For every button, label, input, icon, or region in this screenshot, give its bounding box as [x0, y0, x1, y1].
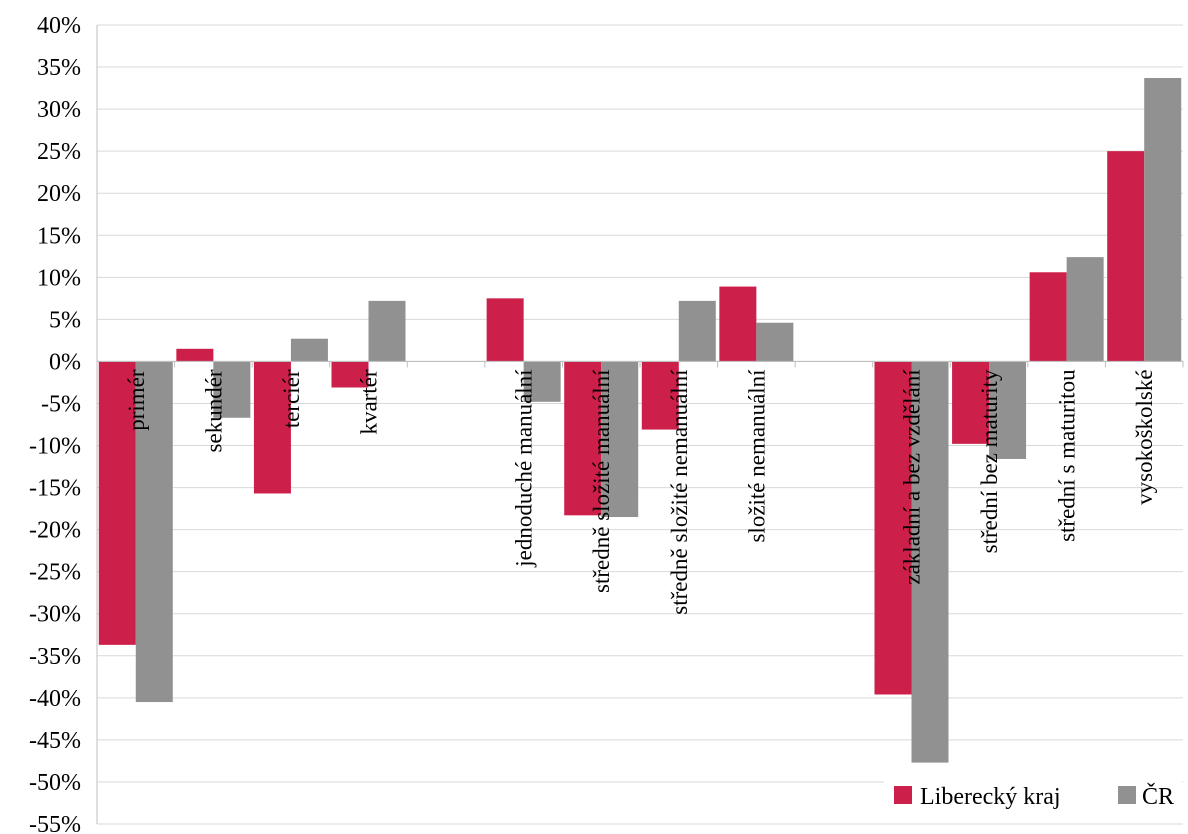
category-label: terciér	[279, 369, 304, 428]
y-tick-label: -50%	[29, 770, 81, 796]
y-tick-label: -15%	[29, 476, 81, 502]
y-tick-label: 25%	[37, 139, 81, 165]
category-label: kvartér	[357, 369, 382, 434]
legend-label: Liberecký kraj	[920, 784, 1061, 810]
y-tick-label: -10%	[29, 434, 81, 460]
legend-label: ČR	[1142, 783, 1174, 810]
category-label: složité nemanuální	[744, 369, 769, 543]
y-tick-label: -30%	[29, 602, 81, 628]
bar-cr	[1066, 257, 1104, 362]
y-tick-label: 30%	[37, 97, 81, 123]
category-label: jednoduché manuální	[512, 369, 537, 568]
y-tick-label: 40%	[37, 13, 81, 39]
y-tick-label: -45%	[29, 728, 81, 754]
bar-cr	[601, 361, 639, 518]
bar-liberecky-kraj	[253, 361, 291, 494]
category-label: střední s maturitou	[1055, 369, 1080, 542]
category-label: středně složité manuální	[589, 369, 614, 593]
bars	[98, 77, 1182, 763]
y-tick-label: 15%	[37, 223, 81, 249]
bar-liberecky-kraj	[952, 361, 990, 444]
bar-cr	[989, 361, 1027, 459]
y-tick-label: 5%	[49, 307, 81, 333]
y-tick-label: 20%	[37, 181, 81, 207]
bar-liberecky-kraj	[874, 361, 912, 695]
category-label: primér	[124, 369, 149, 431]
bar-cr	[290, 338, 328, 362]
category-label: vysokoškolské	[1132, 369, 1157, 504]
y-tick-label: -35%	[29, 644, 81, 670]
bar-cr	[523, 361, 561, 402]
legend-swatch	[894, 786, 912, 804]
bar-liberecky-kraj	[719, 286, 757, 362]
y-tick-label: -25%	[29, 560, 81, 586]
bar-liberecky-kraj	[331, 361, 369, 388]
y-axis-ticks: 40% 35% 30% 25% 20% 15% 10% 5% 0% -5% -10% -15% -20%…	[29, 13, 81, 834]
y-tick-label: 0%	[49, 349, 81, 375]
bar-liberecky-kraj	[564, 361, 602, 516]
zero-axis	[96, 360, 1184, 368]
y-tick-label: -20%	[29, 518, 81, 544]
y-tick-label: 10%	[37, 265, 81, 291]
bar-cr	[368, 300, 406, 362]
bar-liberecky-kraj	[486, 298, 524, 362]
bar-cr	[135, 361, 173, 703]
category-label: střední bez maturity	[977, 369, 1002, 553]
bar-liberecky-kraj	[1107, 151, 1145, 362]
y-tick-label: 35%	[37, 55, 81, 81]
category-label: středně složité nemanuální	[667, 369, 692, 615]
bar-cr	[213, 361, 251, 418]
y-tick-label: -55%	[29, 812, 81, 834]
category-label: sekundér	[201, 369, 226, 452]
category-label: základní a bez vzdělání	[900, 369, 925, 585]
bar-liberecky-kraj	[641, 361, 679, 430]
bar-cr	[1144, 77, 1182, 362]
legend: Liberecký kraj ČR	[884, 772, 1182, 820]
legend-swatch	[1118, 786, 1136, 804]
bar-liberecky-kraj	[98, 361, 136, 645]
y-tick-label: -5%	[41, 391, 81, 417]
category-labels: primér sekundér terciér kvartér jednoduché m…	[124, 369, 1157, 615]
bar-cr	[911, 361, 949, 763]
bar-liberecky-kraj	[176, 348, 214, 362]
bar-cr	[756, 322, 794, 362]
y-tick-label: -40%	[29, 686, 81, 712]
bar-cr	[678, 300, 716, 362]
bar-liberecky-kraj	[1029, 272, 1067, 362]
